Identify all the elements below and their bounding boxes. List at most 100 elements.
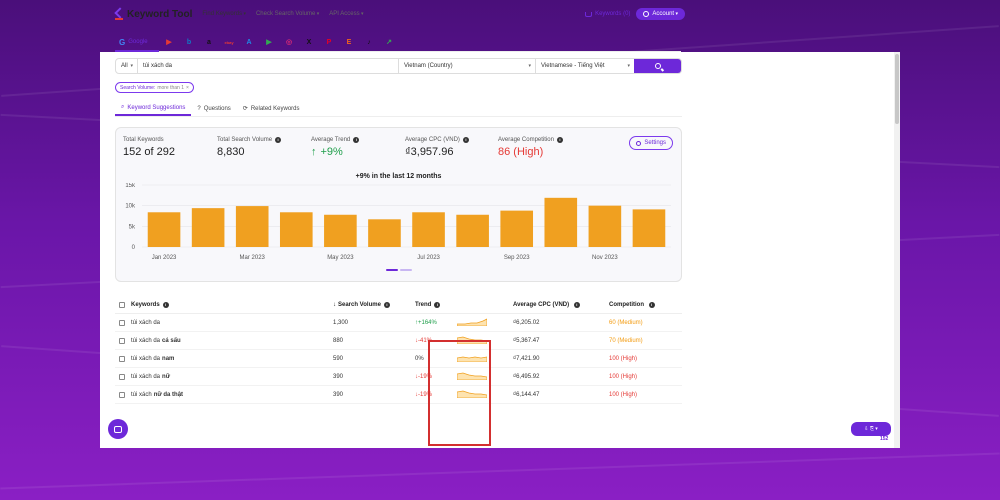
source-tab-app-store[interactable]: A xyxy=(239,35,259,49)
tab-questions[interactable]: ? Questions xyxy=(191,101,236,116)
row-checkbox[interactable] xyxy=(119,391,125,398)
keywords-cart-link[interactable]: Keywords (0) xyxy=(585,11,630,17)
source-tab-play-store[interactable]: ▶ xyxy=(259,35,279,49)
stats-card: Total Keywords 152 of 292 Total Search V… xyxy=(115,127,682,282)
stat-average-cpc-label: Average CPC (VND) xyxy=(405,137,460,143)
info-icon[interactable]: i xyxy=(648,301,655,308)
nav-check-search-volume[interactable]: Check Search Volume xyxy=(256,11,319,17)
settings-label: Settings xyxy=(644,140,666,146)
info-icon[interactable]: i xyxy=(434,301,441,308)
chart-bar[interactable] xyxy=(544,197,578,247)
language-select-value: Vietnamese - Tiếng Việt xyxy=(541,63,605,69)
row-checkbox[interactable] xyxy=(119,373,125,380)
chart-bar[interactable] xyxy=(588,205,622,247)
chart-page-dot[interactable] xyxy=(386,269,398,271)
user-icon xyxy=(643,11,650,17)
scope-select[interactable]: All ▾ xyxy=(116,59,138,73)
chart-bar[interactable] xyxy=(632,209,666,247)
source-tab-amazon[interactable]: a xyxy=(199,35,219,49)
search-button[interactable] xyxy=(634,59,681,73)
search-volume-filter-chip[interactable]: Search Volume: more than 1 × xyxy=(115,82,194,93)
trends-icon: ↗ xyxy=(386,39,392,46)
chart-page-dot[interactable] xyxy=(400,269,412,271)
stat-total-search-volume-label-row: Total Search Volume i xyxy=(217,137,282,143)
table-row[interactable]: túi xách nữ da thật 390 ↓ -19% ₫6,144.47 100 … xyxy=(115,386,682,404)
chart-bar[interactable] xyxy=(412,212,445,247)
info-icon[interactable]: i xyxy=(275,137,282,143)
chart-bar[interactable] xyxy=(368,219,401,247)
header-competition[interactable]: Competition i xyxy=(609,301,679,308)
tab-questions-label: Questions xyxy=(203,105,231,112)
source-tab-x[interactable]: X xyxy=(299,35,319,49)
language-select[interactable]: Vietnamese - Tiếng Việt ▾ xyxy=(536,59,634,73)
info-icon[interactable]: i xyxy=(162,301,169,308)
keyword-cell: túi xách da xyxy=(131,320,329,326)
nav-api-access[interactable]: API Access xyxy=(329,11,363,17)
table-row[interactable]: túi xách da cá sấu 880 ↓ -41% ₫5,367.47 70 (M… xyxy=(115,332,682,350)
source-tab-youtube[interactable]: ▶ xyxy=(159,35,179,49)
pinterest-icon: P xyxy=(326,38,332,46)
info-icon[interactable]: i xyxy=(383,301,390,308)
info-icon[interactable]: i xyxy=(353,137,360,143)
chat-button[interactable] xyxy=(108,419,128,439)
tab-keyword-suggestions[interactable]: ⌕ Keyword Suggestions xyxy=(115,101,192,116)
search-volume-highlight xyxy=(428,340,491,446)
scrollbar-thumb[interactable] xyxy=(895,54,899,124)
header-competition-label: Competition xyxy=(609,301,644,308)
google-icon: G xyxy=(119,37,126,47)
info-icon[interactable]: i xyxy=(462,137,469,143)
trend-cell: 0% xyxy=(415,356,457,362)
close-icon[interactable]: × xyxy=(186,84,189,91)
y-tick-label: 0 xyxy=(132,245,136,251)
scope-select-value: All xyxy=(121,63,128,69)
app-logo[interactable]: Keyword Tool xyxy=(115,8,192,20)
search-input[interactable]: túi xách da xyxy=(138,59,399,73)
header-keywords[interactable]: Keywords i xyxy=(131,301,329,308)
settings-button[interactable]: Settings xyxy=(629,136,673,150)
source-tab-google[interactable]: G Google xyxy=(115,35,159,49)
source-tab-tiktok[interactable]: ♪ xyxy=(359,35,379,49)
cpc-cell: ₫5,367.47 xyxy=(513,337,540,344)
volume-cell: 1,300 xyxy=(333,319,349,326)
chart-bar[interactable] xyxy=(500,210,534,247)
nav-find-keywords[interactable]: Find Keywords xyxy=(202,11,246,17)
source-tab-trends[interactable]: ↗ xyxy=(379,35,399,49)
chart-bar[interactable] xyxy=(191,208,225,247)
row-checkbox[interactable] xyxy=(119,319,125,326)
volume-cell: 390 xyxy=(333,373,344,380)
row-checkbox[interactable] xyxy=(119,337,125,344)
row-checkbox[interactable] xyxy=(119,355,125,362)
sparkline-cell xyxy=(456,389,513,400)
trend-value: -19% xyxy=(418,391,433,398)
country-select[interactable]: Vietnam (Country) ▾ xyxy=(399,59,536,73)
chart-bar[interactable] xyxy=(147,212,181,247)
table-row[interactable]: túi xách da nam 590 0% ₫7,421.90 100 (High) xyxy=(115,350,682,368)
trend-bar-chart: 0 5k 10k 15k Jan 2023 Mar 2023 May 2023 Jul 202… xyxy=(125,183,671,261)
info-icon[interactable]: i xyxy=(573,301,580,308)
account-button[interactable]: Account xyxy=(636,8,685,20)
app-title: Keyword Tool xyxy=(127,8,193,20)
chart-bar[interactable] xyxy=(456,214,489,247)
info-icon[interactable]: i xyxy=(556,137,563,143)
chart-bar[interactable] xyxy=(279,212,313,247)
source-tab-etsy[interactable]: E xyxy=(339,35,359,49)
scrollbar[interactable] xyxy=(894,52,900,448)
source-tab-pinterest[interactable]: P xyxy=(319,35,339,49)
chart-bar[interactable] xyxy=(235,206,269,247)
source-tab-active-indicator xyxy=(115,50,159,52)
row-select-cell xyxy=(115,373,131,380)
source-tab-ebay[interactable]: ebay xyxy=(219,35,239,49)
table-row[interactable]: túi xách da 1,300 ↑ +164% ₫6,205.02 60 (Medi… xyxy=(115,314,682,332)
tab-keyword-suggestions-label: Keyword Suggestions xyxy=(127,104,186,111)
chevron-down-icon: ▾ xyxy=(130,63,133,69)
table-row[interactable]: túi xách da nữ 390 ↓ -19% ₫6,495.92 100 (High… xyxy=(115,368,682,386)
header-search-volume[interactable]: ↓ Search Volume i xyxy=(329,301,415,308)
header-cpc[interactable]: Average CPC (VND) i xyxy=(513,301,609,308)
header-trend[interactable]: Trend i xyxy=(415,301,513,308)
select-all-checkbox[interactable] xyxy=(119,301,125,308)
source-tab-bing[interactable]: b xyxy=(179,35,199,49)
source-tab-instagram[interactable]: ◎ xyxy=(279,35,299,49)
export-toolbar-button[interactable]: ⇩ ⎘ ▾ xyxy=(851,422,891,436)
chart-bar[interactable] xyxy=(324,214,357,247)
tab-related-keywords[interactable]: ⟳ Related Keywords xyxy=(237,101,306,116)
